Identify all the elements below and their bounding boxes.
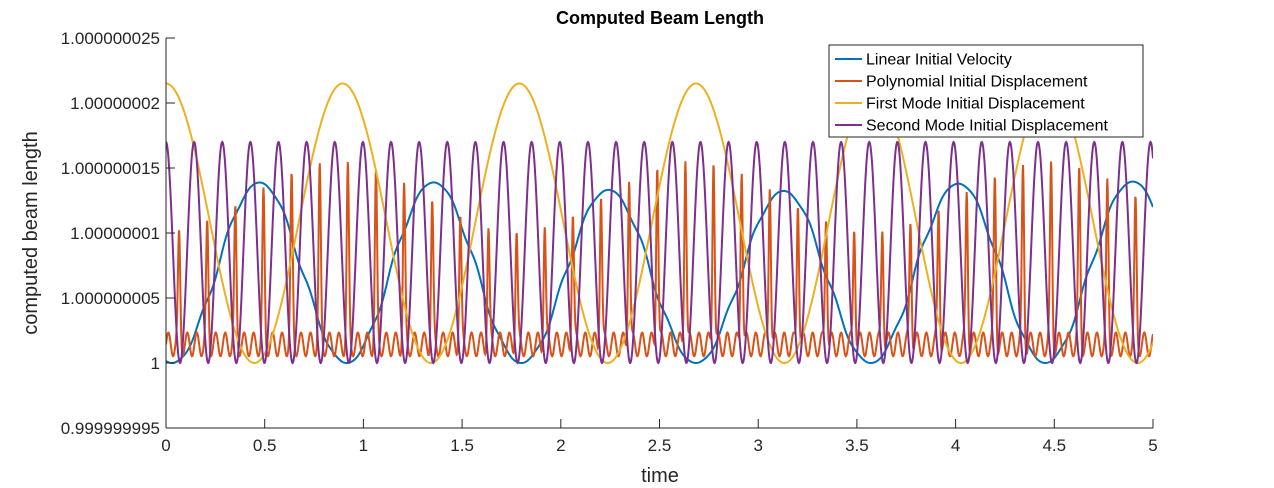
series-line-3 (166, 82, 1153, 365)
x-tick-label: 4 (951, 436, 960, 455)
x-tick-label: 2 (556, 436, 565, 455)
y-axis: 0.999999995 1 1.000000005 1.00000001 1.00000… (61, 29, 175, 438)
series-lines (166, 82, 1153, 365)
x-axis: 0 0.5 1 1.5 2 2.5 3 3.5 4 4.5 5 (161, 419, 1158, 455)
x-tick-label: 2.5 (648, 436, 672, 455)
y-tick-label: 1.000000015 (61, 159, 160, 178)
y-tick-label: 1 (151, 354, 160, 373)
legend-entry-label: Linear Initial Velocity (866, 52, 1012, 69)
x-tick-label: 3 (753, 436, 762, 455)
legend-entry-label: First Mode Initial Displacement (866, 96, 1085, 113)
y-tick-label: 1.000000005 (61, 289, 160, 308)
y-tick-label: 1.00000001 (70, 224, 160, 243)
series-line-4 (166, 140, 1153, 365)
series-line-2 (166, 161, 1153, 358)
x-tick-label: 5 (1148, 436, 1157, 455)
y-tick-label: 1.00000002 (70, 94, 160, 113)
x-tick-label: 1.5 (450, 436, 474, 455)
x-tick-label: 3.5 (845, 436, 869, 455)
x-tick-label: 0 (161, 436, 170, 455)
y-tick-label: 0.999999995 (61, 419, 160, 438)
legend-entry-label: Second Mode Initial Displacement (866, 118, 1108, 135)
chart-title: Computed Beam Length (556, 8, 764, 28)
legend-entry-label: Polynomial Initial Displacement (866, 74, 1088, 91)
x-tick-label: 0.5 (253, 436, 277, 455)
x-tick-label: 1 (359, 436, 368, 455)
y-tick-label: 1.000000025 (61, 29, 160, 48)
x-axis-label: time (641, 465, 679, 487)
x-tick-label: 4.5 (1042, 436, 1066, 455)
y-axis-label: computed beam length (20, 131, 42, 334)
legend-box (828, 44, 1144, 138)
legend: Linear Initial Velocity Polynomial Initia… (828, 44, 1144, 138)
